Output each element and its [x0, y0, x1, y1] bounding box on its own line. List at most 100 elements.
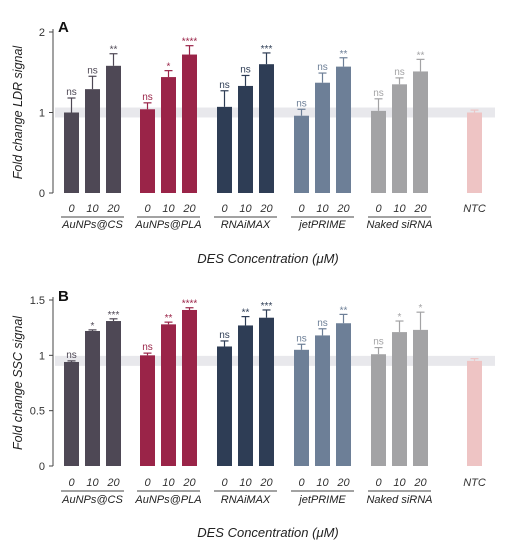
bar — [336, 66, 351, 193]
significance-label: ns — [394, 67, 405, 78]
x-tick-label: 0 — [68, 203, 75, 215]
x-tick-label: 10 — [86, 477, 99, 489]
bar — [106, 65, 121, 193]
x-axis-label: DES Concentration (μM) — [197, 525, 339, 540]
significance-label: ** — [340, 49, 348, 60]
significance-label: ns — [373, 337, 384, 348]
bar — [371, 110, 386, 193]
group-label: AuNPs@PLA — [134, 494, 201, 506]
y-tick-label: 0 — [39, 188, 45, 200]
x-tick-label: 10 — [239, 477, 252, 489]
panel-label: B — [58, 288, 69, 305]
significance-label: * — [91, 321, 95, 332]
panel-a: A 0 1 2 Fold change LDR signal ns 0 ns 10 ** 20 AuN… — [11, 19, 495, 266]
panel-label: A — [58, 19, 69, 36]
significance-label: ns — [317, 62, 328, 73]
x-tick-label: 10 — [162, 477, 175, 489]
bar — [315, 82, 330, 193]
bar — [413, 71, 428, 193]
significance-label: * — [398, 312, 402, 323]
x-tick-label: 0 — [221, 203, 228, 215]
significance-label: ns — [66, 87, 77, 98]
group-label: jetPRIME — [297, 219, 346, 231]
reference-band — [55, 107, 495, 118]
significance-label: ** — [165, 313, 173, 324]
bar — [294, 115, 309, 193]
bar — [217, 346, 232, 466]
bar — [294, 349, 309, 466]
x-tick-label: 20 — [182, 477, 196, 489]
significance-label: **** — [182, 37, 198, 48]
bar — [238, 325, 253, 466]
significance-label: ns — [296, 333, 307, 344]
group-label: RNAiMAX — [221, 219, 271, 231]
bar — [467, 360, 482, 466]
x-tick-label: 10 — [86, 203, 99, 215]
x-tick-label: 0 — [298, 477, 305, 489]
x-tick-label: 20 — [106, 477, 120, 489]
significance-label: ns — [66, 350, 77, 361]
bar — [392, 84, 407, 193]
significance-label: * — [167, 62, 171, 73]
bar — [140, 109, 155, 193]
x-tick-label: 20 — [413, 203, 427, 215]
bar — [217, 106, 232, 193]
group-label: RNAiMAX — [221, 494, 271, 506]
y-tick-label: 1.5 — [30, 295, 45, 307]
significance-label: *** — [108, 310, 120, 321]
bar — [161, 324, 176, 466]
reference-band — [55, 355, 495, 366]
x-tick-label: 0 — [144, 203, 151, 215]
bar — [64, 112, 79, 193]
significance-label: ns — [296, 98, 307, 109]
significance-label: *** — [261, 301, 273, 312]
y-tick-label: 1 — [39, 350, 45, 362]
x-tick-label: 20 — [336, 477, 350, 489]
group-label: AuNPs@CS — [61, 219, 123, 231]
significance-label: ** — [340, 305, 348, 316]
x-tick-label: 10 — [316, 203, 329, 215]
x-tick-label: 20 — [106, 203, 120, 215]
x-tick-label: 10 — [316, 477, 329, 489]
significance-label: ns — [87, 65, 98, 76]
bar — [371, 354, 386, 466]
bar — [336, 323, 351, 466]
bar — [85, 330, 100, 466]
significance-label: ns — [240, 64, 251, 75]
significance-label: **** — [182, 299, 198, 310]
bar — [392, 332, 407, 466]
x-tick-label: 10 — [162, 203, 175, 215]
x-tick-label: 20 — [259, 203, 273, 215]
significance-label: ** — [242, 308, 250, 319]
bar — [85, 89, 100, 193]
group-label: Naked siRNA — [366, 494, 432, 506]
x-tick-label: 0 — [375, 203, 382, 215]
significance-label: ns — [219, 80, 230, 91]
significance-label: ** — [110, 45, 118, 56]
x-tick-label: 20 — [182, 203, 196, 215]
group-label: AuNPs@CS — [61, 494, 123, 506]
x-tick-label: 10 — [393, 203, 406, 215]
x-tick-label: 10 — [393, 477, 406, 489]
x-tick-label: 0 — [68, 477, 75, 489]
x-tick-label: 0 — [221, 477, 228, 489]
bar — [182, 54, 197, 193]
bar — [64, 361, 79, 466]
group-label: AuNPs@PLA — [134, 219, 201, 231]
x-axis-label: DES Concentration (μM) — [197, 251, 339, 266]
significance-label: ** — [417, 50, 425, 61]
significance-label: ns — [317, 318, 328, 329]
significance-label: * — [419, 303, 423, 314]
group-label: jetPRIME — [297, 494, 346, 506]
bar — [238, 85, 253, 193]
y-tick-label: 0.5 — [30, 406, 45, 418]
bar — [140, 355, 155, 466]
y-tick-label: 0 — [39, 461, 45, 473]
significance-label: ns — [219, 330, 230, 341]
bar — [315, 335, 330, 466]
significance-label: *** — [261, 44, 273, 55]
x-tick-label: NTC — [463, 477, 486, 489]
x-tick-label: 10 — [239, 203, 252, 215]
